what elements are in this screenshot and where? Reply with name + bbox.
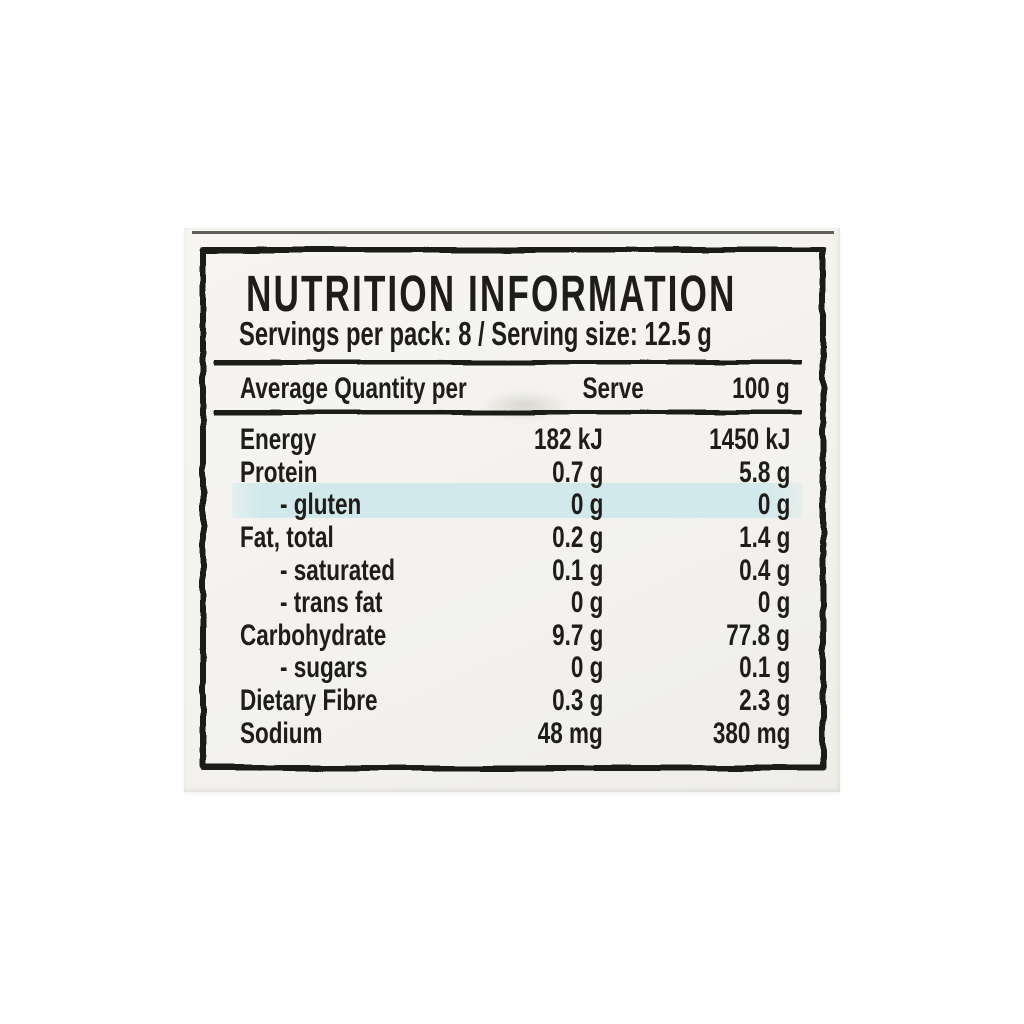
per100g-value: 0 g [757,586,790,620]
nutrition-label-title: NUTRITION INFORMATION [246,268,957,319]
serve-value: 0 g [570,488,603,522]
serve-value: 0.1 g [551,553,603,587]
column-header-quantity: Average Quantity per [240,372,467,405]
per100g-value: 0.4 g [738,553,790,587]
table-row-sugars: - sugars 0 g 0.1 g [214,651,802,685]
nutrient-name: Energy [240,423,317,457]
servings-line: Servings per pack: 8 / Serving size: 12.… [239,315,896,353]
serve-value: 9.7 g [551,618,603,652]
label-top-edge-line [192,231,834,234]
table-row-gluten: - gluten 0 g 0 g [214,488,802,522]
nutrient-name: Fat, total [240,521,334,555]
column-header-per100g: 100 g [732,372,790,405]
table-row-sodium: Sodium 48 mg 380 mg [214,717,802,750]
nutrient-name: Sodium [240,716,323,750]
label-border-box [200,247,826,771]
column-header-row: Average Quantity per Serve 100 g [214,369,802,409]
nutrient-name: - sugars [280,651,368,685]
nutrient-name: Carbohydrate [240,618,387,652]
photo-smudge [480,391,570,421]
per100g-value: 1.4 g [738,521,790,555]
nutrient-name: - trans fat [280,586,383,620]
divider-header [214,410,802,415]
title-text: NUTRITION INFORMATION [246,265,737,322]
servings-line-text: Servings per pack: 8 / Serving size: 12.… [239,315,712,352]
per100g-value: 2.3 g [738,684,790,718]
per100g-value: 0 g [757,488,790,522]
serve-value: 48 mg [537,716,603,750]
serve-value: 0.3 g [551,684,603,718]
nutrient-name: - gluten [280,488,362,522]
table-row-trans-fat: - trans fat 0 g 0 g [214,586,802,620]
serve-value: 0 g [570,586,603,620]
table-row-protein: Protein 0.7 g 5.8 g [214,455,802,490]
table-row-carbohydrate: Carbohydrate 9.7 g 77.8 g [214,618,802,653]
gluten-row-highlight [232,483,802,518]
per100g-value: 380 mg [712,716,790,750]
nutrition-label: NUTRITION INFORMATION Servings per pack:… [184,228,840,792]
table-row-saturated: - saturated 0.1 g 0.4 g [214,554,802,587]
per100g-value: 5.8 g [738,455,790,489]
nutrient-name: - saturated [280,553,396,587]
divider-top [214,360,802,365]
column-header-serve: Serve [582,372,644,405]
per100g-value: 0.1 g [738,651,790,685]
per100g-value: 77.8 g [726,618,790,652]
serve-value: 0.2 g [551,521,603,555]
table-row-fat-total: Fat, total 0.2 g 1.4 g [214,521,802,555]
nutrient-name: Dietary Fibre [240,684,378,718]
serve-value: 0.7 g [551,455,603,489]
table-row-energy: Energy 182 kJ 1450 kJ [214,423,802,457]
serve-value: 182 kJ [534,423,603,457]
nutrient-name: Protein [240,455,318,489]
nutrient-table: Energy 182 kJ 1450 kJ Protein 0.7 g 5.8 … [214,423,802,750]
serve-value: 0 g [570,651,603,685]
per100g-value: 1450 kJ [708,423,790,457]
table-row-dietary-fibre: Dietary Fibre 0.3 g 2.3 g [214,684,802,718]
